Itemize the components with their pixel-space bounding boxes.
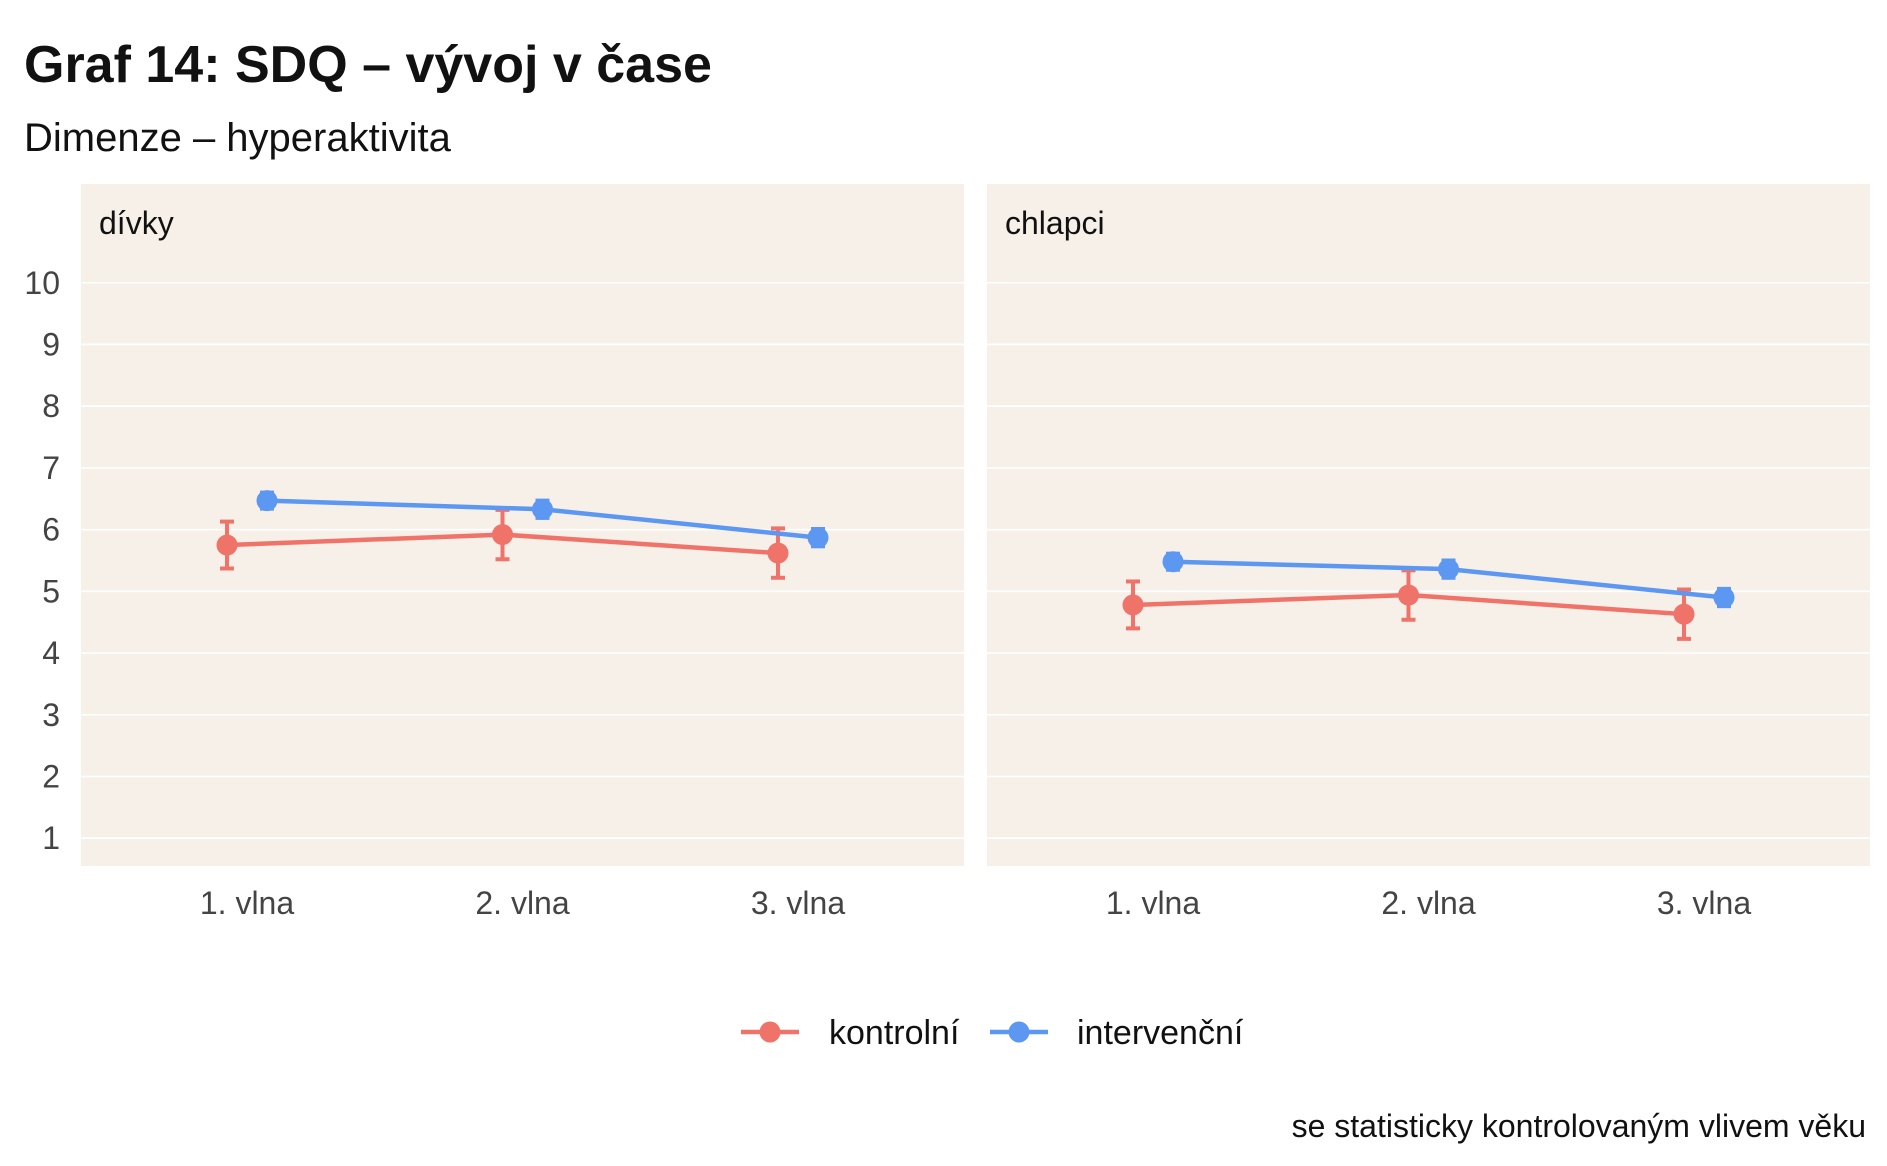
legend-label: kontrolní: [829, 1014, 960, 1052]
chart-title: Graf 14: SDQ – vývoj v čase: [24, 36, 712, 94]
y-tick-label: 3: [42, 697, 60, 733]
chart-caption: se statisticky kontrolovaným vlivem věku: [1292, 1108, 1866, 1144]
y-tick-label: 7: [42, 450, 60, 486]
data-point: [492, 524, 513, 546]
data-point: [256, 490, 278, 512]
legend-key-point: [1008, 1021, 1030, 1043]
data-point: [1713, 587, 1735, 609]
data-point: [807, 527, 829, 549]
panel-label: chlapci: [1005, 205, 1105, 241]
x-tick-label: 2. vlna: [475, 885, 569, 921]
y-tick-label: 1: [42, 820, 60, 856]
y-tick-label: 5: [42, 573, 60, 609]
y-tick-label: 8: [42, 388, 60, 424]
data-point: [1162, 551, 1184, 573]
data-point: [1122, 594, 1144, 616]
panel-label: dívky: [99, 205, 174, 241]
series-kontrolni: [216, 507, 789, 580]
legend: kontrolní intervenční: [741, 1014, 1244, 1052]
y-tick-label: 6: [42, 512, 60, 548]
series-intervencni: [256, 490, 829, 549]
y-axis: 1 2 3 4 5 6 7 8 9 10: [24, 265, 60, 856]
panel-divky: dívky 1. vlna 2. vlna 3. vlna: [81, 184, 964, 921]
data-point: [216, 534, 238, 556]
legend-label: intervenční: [1077, 1014, 1244, 1052]
data-point: [1398, 584, 1419, 606]
panel-background: [987, 184, 1870, 866]
data-point: [767, 542, 789, 564]
x-tick-label: 3. vlna: [751, 885, 845, 921]
panels: dívky 1. vlna 2. vlna 3. vlna chlapci 1. vlna…: [24, 184, 1870, 921]
x-tick-label: 1. vlna: [200, 885, 294, 921]
legend-key-point: [759, 1021, 781, 1043]
data-point: [1673, 603, 1695, 625]
data-point: [532, 498, 553, 520]
x-tick-label: 2. vlna: [1381, 885, 1475, 921]
panel-chlapci: chlapci 1. vlna 2. vlna 3. vlna: [987, 184, 1870, 921]
x-tick-label: 1. vlna: [1106, 885, 1200, 921]
y-tick-label: 2: [42, 759, 60, 795]
x-tick-label: 3. vlna: [1657, 885, 1751, 921]
legend-item-intervencni: intervenční: [990, 1014, 1244, 1052]
chart-subtitle: Dimenze – hyperaktivita: [24, 116, 452, 160]
y-tick-label: 10: [24, 265, 60, 301]
series-intervencni: [1162, 551, 1735, 609]
legend-item-kontrolni: kontrolní: [741, 1014, 960, 1052]
y-tick-label: 4: [42, 635, 60, 671]
series-kontrolni: [1122, 568, 1695, 641]
data-point: [1438, 558, 1459, 580]
panel-background: [81, 184, 964, 866]
y-tick-label: 9: [42, 326, 60, 362]
